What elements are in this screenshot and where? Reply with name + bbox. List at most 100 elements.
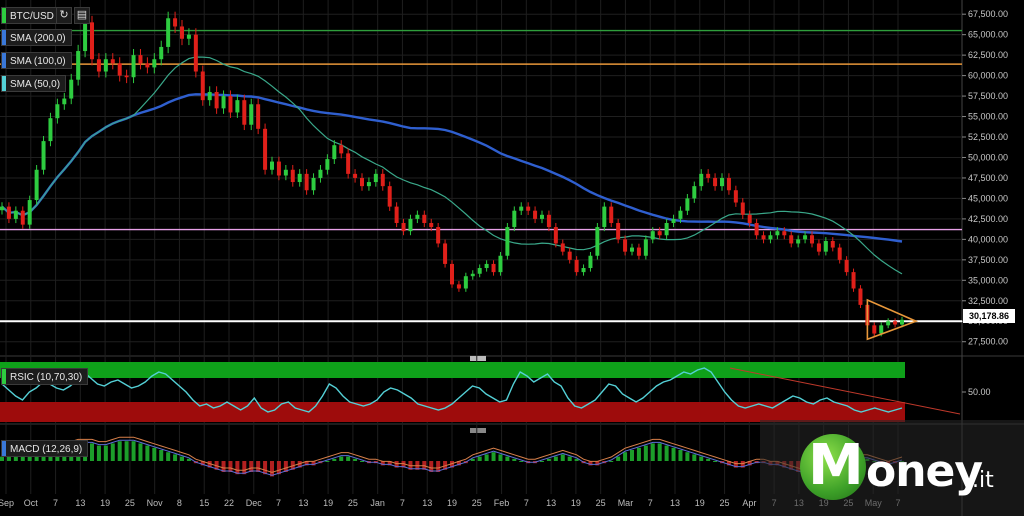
macd-histogram-bar bbox=[512, 458, 517, 461]
candle-body bbox=[207, 91, 212, 101]
candle-body bbox=[761, 235, 766, 240]
macd-histogram-bar bbox=[325, 461, 330, 462]
candle-body bbox=[0, 206, 4, 211]
candle-body bbox=[872, 325, 877, 334]
candle-body bbox=[463, 276, 468, 289]
candle-body bbox=[166, 18, 171, 47]
candle-body bbox=[325, 159, 330, 170]
macd-histogram-bar bbox=[152, 447, 157, 461]
macd-histogram-bar bbox=[491, 452, 496, 461]
candle-body bbox=[650, 231, 655, 240]
candle-body bbox=[249, 104, 254, 125]
macd-histogram-bar bbox=[235, 461, 240, 475]
x-tick-label: Sep bbox=[0, 498, 14, 508]
rsi-label[interactable]: RSIC (10,70,30) bbox=[1, 368, 89, 385]
x-tick-label: 22 bbox=[224, 498, 234, 508]
macd-histogram-bar bbox=[353, 458, 358, 461]
x-tick-label: 13 bbox=[670, 498, 680, 508]
x-tick-label: Apr bbox=[742, 498, 756, 508]
candle-body bbox=[713, 177, 718, 187]
sma100-label[interactable]: SMA (100,0) bbox=[1, 52, 72, 69]
candle-body bbox=[69, 79, 74, 99]
candle-body bbox=[228, 96, 233, 113]
candle-body bbox=[394, 206, 399, 223]
candle-body bbox=[263, 128, 268, 170]
macd-histogram-bar bbox=[297, 461, 302, 468]
candle-body bbox=[297, 173, 302, 183]
x-tick-label: 19 bbox=[100, 498, 110, 508]
candle-body bbox=[96, 59, 101, 72]
candle-body bbox=[823, 241, 828, 252]
macd-histogram-bar bbox=[456, 461, 461, 466]
refresh-icon[interactable]: ↻ bbox=[56, 7, 72, 24]
candle-body bbox=[726, 177, 731, 191]
macd-histogram-bar bbox=[276, 461, 281, 475]
symbol-label[interactable]: BTC/USD bbox=[1, 7, 60, 24]
macd-signal-line bbox=[1, 436, 903, 473]
macd-histogram-bar bbox=[360, 461, 364, 462]
candle-body bbox=[117, 63, 122, 76]
chart-icon[interactable]: ▤ bbox=[74, 7, 90, 24]
macd-histogram-bar bbox=[256, 461, 261, 472]
macd-histogram-bar bbox=[173, 454, 178, 461]
candle-body bbox=[242, 100, 247, 125]
macd-histogram-bar bbox=[249, 461, 254, 472]
x-tick-label: Mar bbox=[618, 498, 634, 508]
candle-body bbox=[235, 100, 240, 113]
rsi-overbought-zone bbox=[0, 362, 905, 378]
macd-histogram-bar bbox=[560, 454, 565, 461]
macd-histogram-bar bbox=[242, 461, 247, 475]
y-tick-label: 55,000.00 bbox=[968, 112, 1008, 122]
candle-body bbox=[664, 222, 669, 236]
x-tick-label: 7 bbox=[53, 498, 58, 508]
x-tick-label: Feb bbox=[494, 498, 510, 508]
candle-body bbox=[879, 325, 884, 334]
y-tick-label: 65,000.00 bbox=[968, 30, 1008, 40]
candle-body bbox=[311, 177, 316, 191]
rsi-tick-label: 50.00 bbox=[968, 387, 991, 397]
candle-body bbox=[581, 268, 586, 273]
candle-body bbox=[353, 173, 358, 178]
macd-histogram-bar bbox=[186, 458, 191, 461]
candle-body bbox=[733, 190, 738, 203]
candle-body bbox=[48, 118, 53, 142]
macd-histogram-bar bbox=[699, 456, 704, 461]
panel-resize-handle bbox=[470, 356, 486, 361]
sma50-label[interactable]: SMA (50,0) bbox=[1, 75, 67, 92]
candle-body bbox=[533, 210, 538, 219]
macd-histogram-bar bbox=[540, 461, 544, 462]
y-axis-ticks: 67,500.00 65,000.00 62,500.00 60,000.00 57,5… bbox=[962, 9, 1008, 347]
macd-histogram-bar bbox=[664, 445, 669, 461]
macd-histogram-bar bbox=[6, 454, 11, 461]
candle-body bbox=[124, 75, 129, 78]
x-tick-label: Jan bbox=[370, 498, 385, 508]
candle-body bbox=[484, 263, 489, 269]
candle-body bbox=[775, 231, 780, 236]
macd-line bbox=[1, 439, 903, 476]
candle-body bbox=[643, 239, 648, 256]
macd-histogram-bar bbox=[346, 456, 351, 461]
candle-body bbox=[131, 55, 136, 78]
macd-histogram-bar bbox=[740, 461, 745, 468]
macd-histogram-bar bbox=[110, 443, 115, 461]
candle-body bbox=[429, 222, 434, 228]
sma200-label[interactable]: SMA (200,0) bbox=[1, 29, 72, 46]
x-tick-label: 13 bbox=[298, 498, 308, 508]
candle-body bbox=[159, 46, 164, 60]
x-tick-label: 25 bbox=[596, 498, 606, 508]
macd-histogram-bar bbox=[124, 441, 129, 461]
candle-body bbox=[13, 210, 18, 219]
rsi-trendline bbox=[729, 367, 961, 415]
macd-histogram-bar bbox=[283, 461, 288, 472]
candle-body bbox=[27, 200, 32, 225]
macd-histogram-bar bbox=[477, 456, 482, 461]
sma-200-line bbox=[1, 93, 903, 243]
macd-histogram-bar bbox=[166, 452, 171, 461]
macd-histogram-bar bbox=[553, 456, 558, 461]
candle-body bbox=[415, 214, 420, 219]
y-tick-label: 32,500.00 bbox=[968, 296, 1008, 306]
macd-label[interactable]: MACD (12,26,9) bbox=[1, 440, 89, 457]
candle-body bbox=[456, 284, 461, 289]
y-tick-label: 27,500.00 bbox=[968, 337, 1008, 347]
candle-body bbox=[276, 161, 281, 176]
